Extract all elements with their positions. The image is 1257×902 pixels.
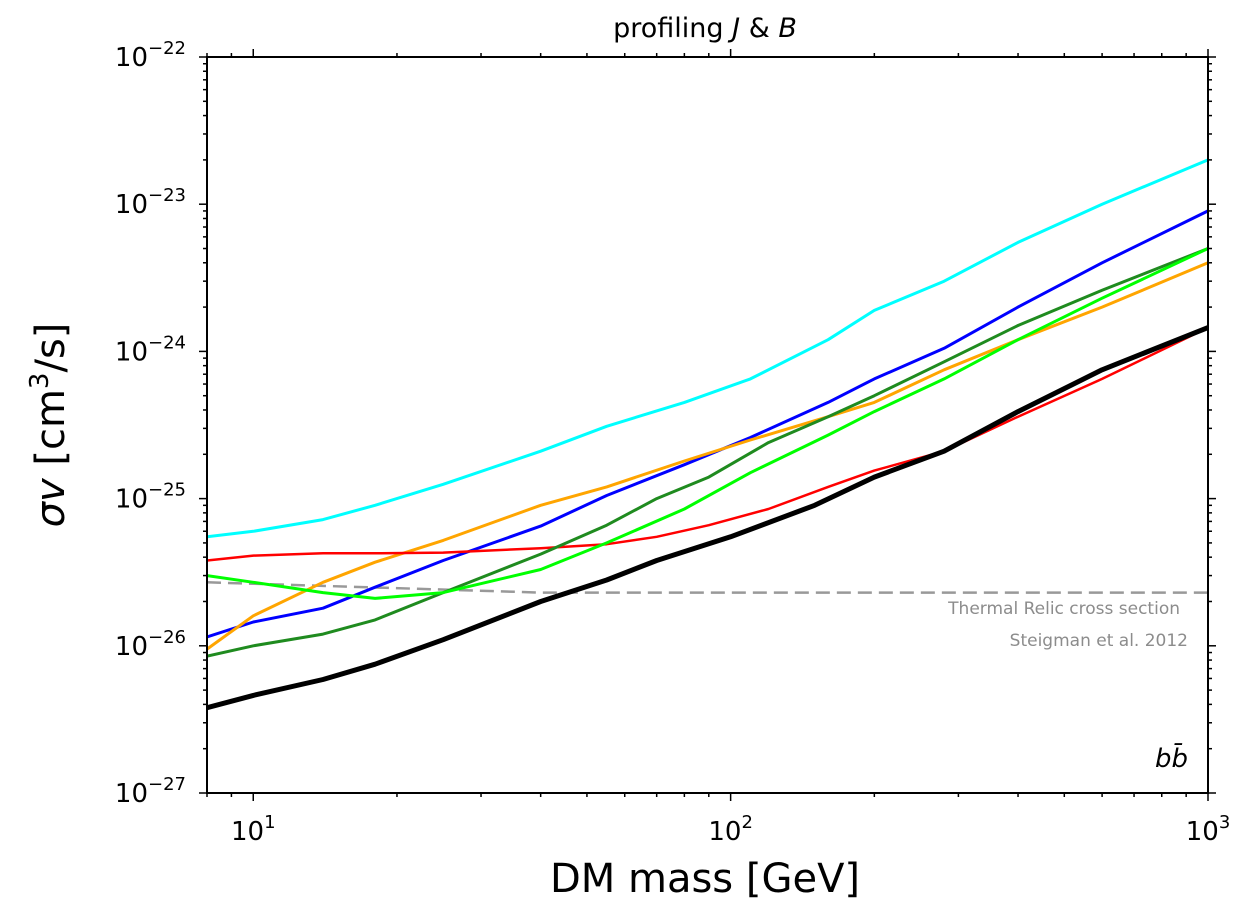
y-tick-label: 10−26 [115,627,186,662]
y-tick-label: 10−24 [115,332,186,367]
series-layer [207,158,1208,711]
series-line-2 [207,209,1208,639]
plot-frame [206,56,1209,794]
series-line-7 [207,325,1208,711]
ticks [199,49,1216,801]
y-tick-label: 10−23 [115,185,186,220]
plot-area [207,158,1208,711]
series-line-1 [207,158,1208,539]
series-line-6 [207,247,1208,600]
chart-title: profiling J & B [613,13,797,44]
y-axis-label: σv [cm3/s] [25,323,74,528]
y-tick-label: 10−22 [115,38,186,73]
x-tick-label: 101 [231,812,276,847]
series-line-5 [207,247,1208,658]
y-tick-label: 10−25 [115,480,186,515]
x-axis-label: DM mass [GeV] [550,856,860,902]
thermal-relic-label: Thermal Relic cross section [947,599,1180,619]
thermal-relic-citation: Steigman et al. 2012 [1010,631,1188,651]
tick-labels: 101 102 103 10−27 10−26 10−25 10−24 10−23 10−22 [115,38,1230,847]
x-tick-label: 102 [708,812,753,847]
channel-label: bb̄ [1155,742,1188,774]
x-tick-label: 103 [1186,812,1231,847]
y-tick-label: 10−27 [115,774,186,809]
series-line-3 [207,261,1208,651]
